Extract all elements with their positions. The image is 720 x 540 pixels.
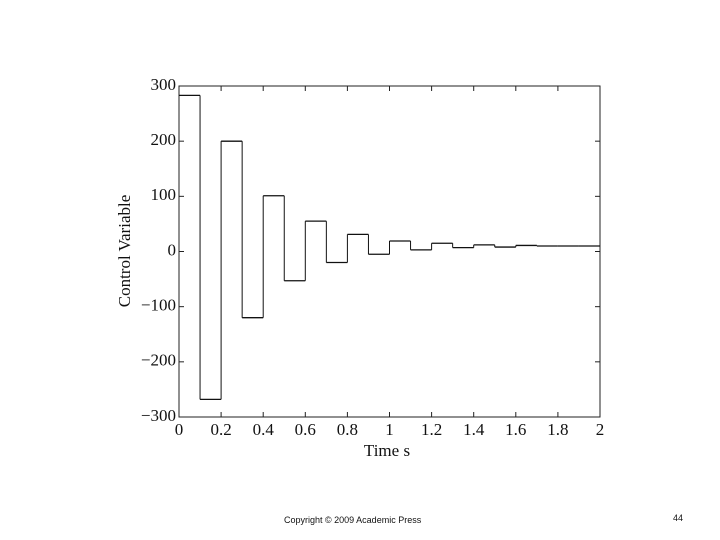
x-tick-label: 1.4 xyxy=(463,420,485,439)
y-tick-label: 0 xyxy=(168,240,177,259)
x-tick-label: 1.2 xyxy=(421,420,442,439)
x-tick-label: 0.6 xyxy=(295,420,316,439)
y-tick-label: 200 xyxy=(151,130,177,149)
y-tick-label: −300 xyxy=(141,406,176,425)
y-axis-label: Control Variable xyxy=(115,195,134,308)
x-tick-label: 1.8 xyxy=(547,420,568,439)
page-number: 44 xyxy=(673,513,684,523)
x-tick-label: 0.4 xyxy=(253,420,275,439)
x-tick-label: 0.8 xyxy=(337,420,358,439)
y-tick-label: 100 xyxy=(151,185,177,204)
x-tick-label: 1.6 xyxy=(505,420,526,439)
x-tick-label: 2 xyxy=(596,420,605,439)
x-tick-label: 1 xyxy=(385,420,394,439)
y-tick-label: −200 xyxy=(141,351,176,370)
y-tick-label: −100 xyxy=(141,296,176,315)
y-tick-label: 300 xyxy=(151,75,177,94)
x-axis-label: Time s xyxy=(364,441,410,460)
copyright: Copyright © 2009 Academic Press xyxy=(284,515,422,525)
x-tick-label: 0 xyxy=(175,420,184,439)
x-tick-label: 0.2 xyxy=(210,420,231,439)
